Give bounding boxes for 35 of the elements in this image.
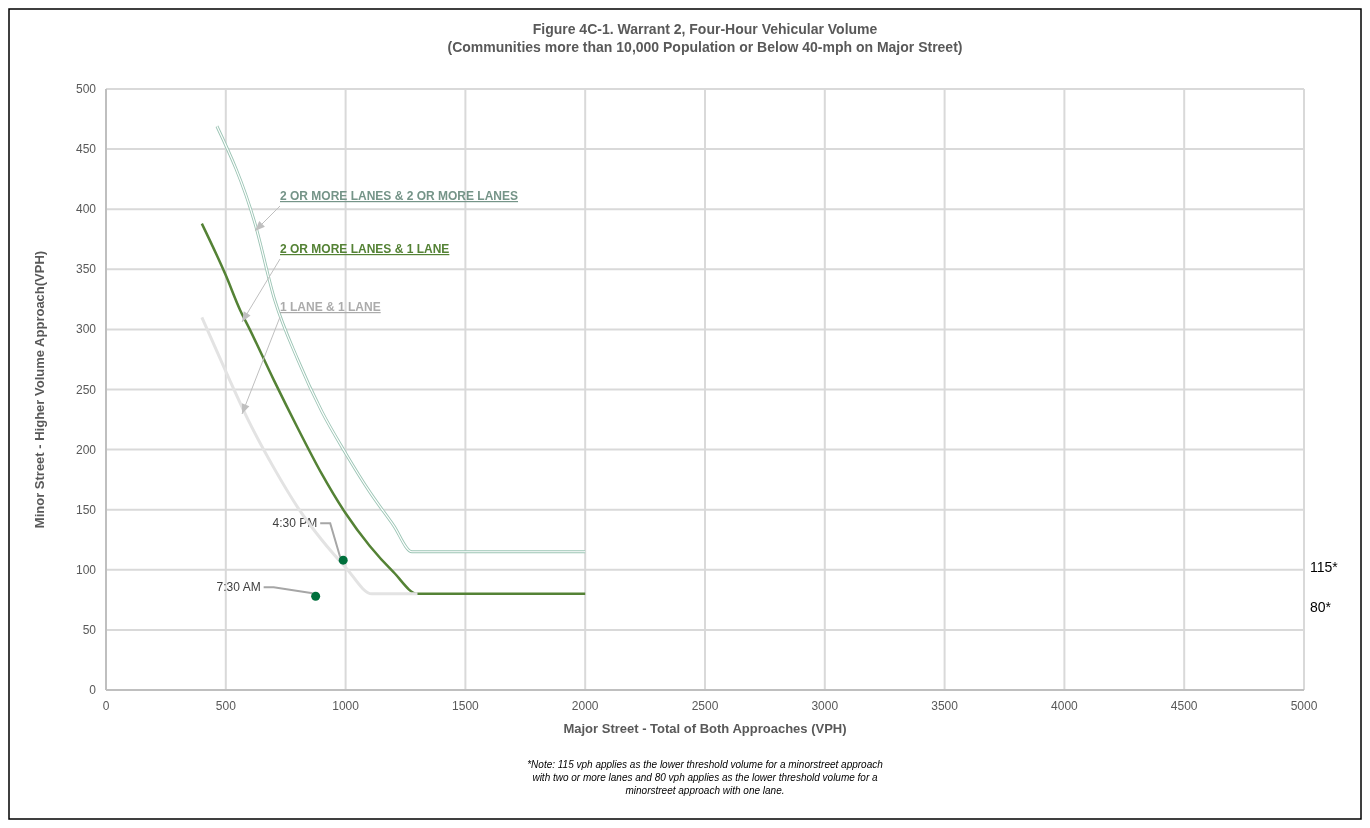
x-tick-label: 4000 — [1051, 699, 1079, 713]
text: 2 OR MORE LANES & 2 OR MORE LANES — [280, 189, 519, 203]
text: 80* — [1310, 599, 1332, 615]
text: 1 LANE & 1 LANE — [280, 300, 381, 314]
x-tick-label: 500 — [215, 699, 237, 713]
y-tick-label: 300 — [75, 322, 97, 337]
line-series — [200, 222, 587, 596]
x-tick-label: 1000 — [332, 699, 360, 713]
text: *Note: 115 vph applies as the lower threshold volume for a minorstreet approach with two or more lanes and 80 vph applies as the lower threshold volume for a minorstreet approach with one lane. — [527, 759, 884, 796]
x-tick-label: 2000 — [571, 699, 599, 713]
x-tick-label: 0 — [102, 699, 110, 713]
y-tick-label: 200 — [75, 442, 97, 457]
y-tick-label: 250 — [75, 382, 97, 397]
y-tick-label: 350 — [75, 262, 97, 277]
x-tick-label: 3500 — [931, 699, 959, 713]
y-tick-label: 0 — [89, 683, 97, 697]
chart-subtitle: (Communities more than 10,000 Population or Below 40-mph on Major Street) — [447, 39, 963, 55]
x-tick-label: 4500 — [1170, 699, 1198, 713]
y-tick-label: 50 — [82, 622, 97, 637]
y-tick-label: 500 — [75, 82, 97, 96]
x-tick-label: 3000 — [811, 699, 839, 713]
text: 2 OR MORE LANES & 1 LANE — [280, 242, 450, 256]
y-tick-label: 400 — [75, 202, 97, 217]
x-tick-label: 2500 — [691, 699, 719, 713]
x-tick-label: 5000 — [1290, 699, 1318, 713]
annotation: 7:30 AM — [216, 580, 261, 595]
x-tick-label: 1500 — [452, 699, 480, 713]
y-tick-label: 150 — [75, 502, 97, 517]
y-tick-label: 450 — [75, 142, 97, 157]
y-axis-title: Minor Street - Higher Volume Approach(VPH) — [32, 250, 47, 529]
x-axis-title: Major Street - Total of Both Approaches (VPH) — [563, 721, 847, 736]
y-tick-label: 100 — [75, 562, 97, 577]
text: 115* — [1310, 559, 1339, 575]
chart-title: Figure 4C-1. Warrant 2, Four-Hour Vehicular Volume — [532, 21, 878, 37]
line-series — [215, 124, 587, 554]
